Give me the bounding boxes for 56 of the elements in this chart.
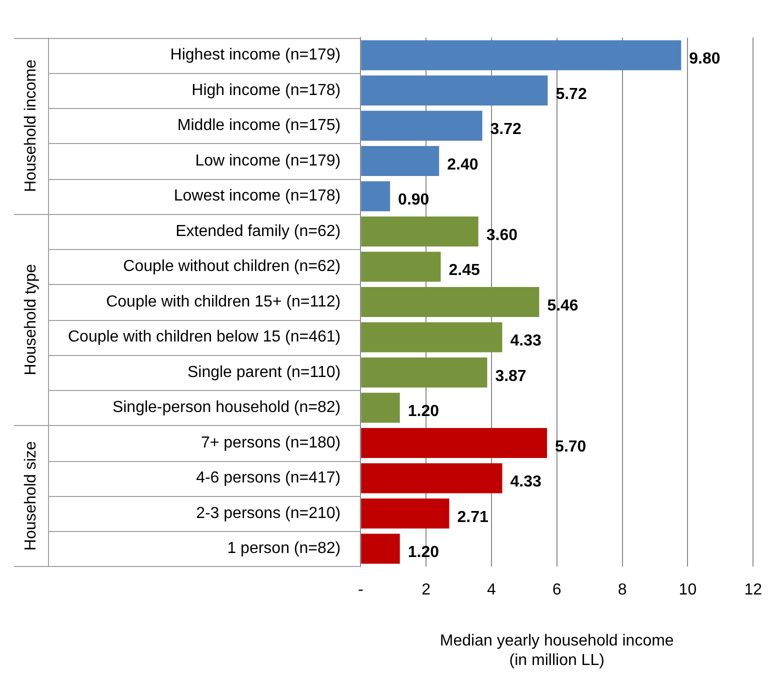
data-label: 5.46 [547,297,578,314]
y-tick-label: Lowest income (n=178) [174,188,341,205]
x-tick-label: 2 [422,581,431,598]
data-label: 2.71 [457,508,488,526]
y-tick-label: Couple with children 15+ (n=112) [106,293,341,310]
data-label: 4.33 [510,332,542,350]
data-label: 3.60 [486,226,518,244]
data-label: 4.33 [510,474,542,491]
data-label: 2.45 [448,262,480,280]
data-label: 9.80 [689,50,720,68]
y-tick-label: Single parent (n=110) [187,364,341,381]
bar [361,428,548,458]
y-tick-label: 2-3 persons (n=210) [196,504,341,522]
x-tick-label: 4 [486,581,496,598]
bar [361,216,478,246]
x-tick-label: 10 [678,581,697,598]
data-label: 0.90 [398,192,430,209]
bar [361,76,548,106]
bar [361,40,682,70]
data-label: 1.20 [408,544,440,562]
bar [361,498,450,529]
bar [361,110,482,141]
y-tick-label: Single-person household (n=82) [112,399,341,416]
bar [361,463,502,494]
x-axis-title: Median yearly household income (in million LL) [440,632,674,669]
text: Household size [22,441,40,551]
y-tick-label: Couple without children (n=62) [123,258,341,276]
data-label: 3.87 [495,368,526,385]
y-tick-label: Low income (n=179) [195,152,341,170]
y-tick-label: 7+ persons (n=180) [200,434,341,452]
x-tick-label: - [358,581,364,598]
bar [361,358,488,388]
y-tick-label: Highest income (n=179) [170,46,341,64]
x-tick-label: 6 [552,581,562,598]
data-label: 5.70 [555,438,586,456]
x-tick-label: 12 [744,581,762,598]
bar [361,181,390,212]
text: Household type [22,264,40,376]
y-tick-label: Extended family (n=62) [176,222,341,240]
bar [361,322,502,352]
x-tick-label: 8 [618,581,627,598]
y-tick-label: 4-6 persons (n=417) [196,470,341,487]
data-label: 2.40 [447,156,478,174]
y-tick-label: High income (n=178) [192,82,341,99]
bar [361,287,540,317]
data-label: 5.72 [556,86,587,103]
y-tick-label: Couple with children below 15 (n=461) [68,328,341,346]
bar [361,392,400,423]
bar [361,534,400,564]
bar [361,252,441,282]
y-tick-label: Middle income (n=175) [177,117,341,134]
bar [361,146,440,176]
data-label: 1.20 [408,403,440,420]
text: Household income [22,59,40,192]
data-label: 3.72 [490,121,522,138]
y-tick-label: 1 person (n=82) [227,540,341,558]
